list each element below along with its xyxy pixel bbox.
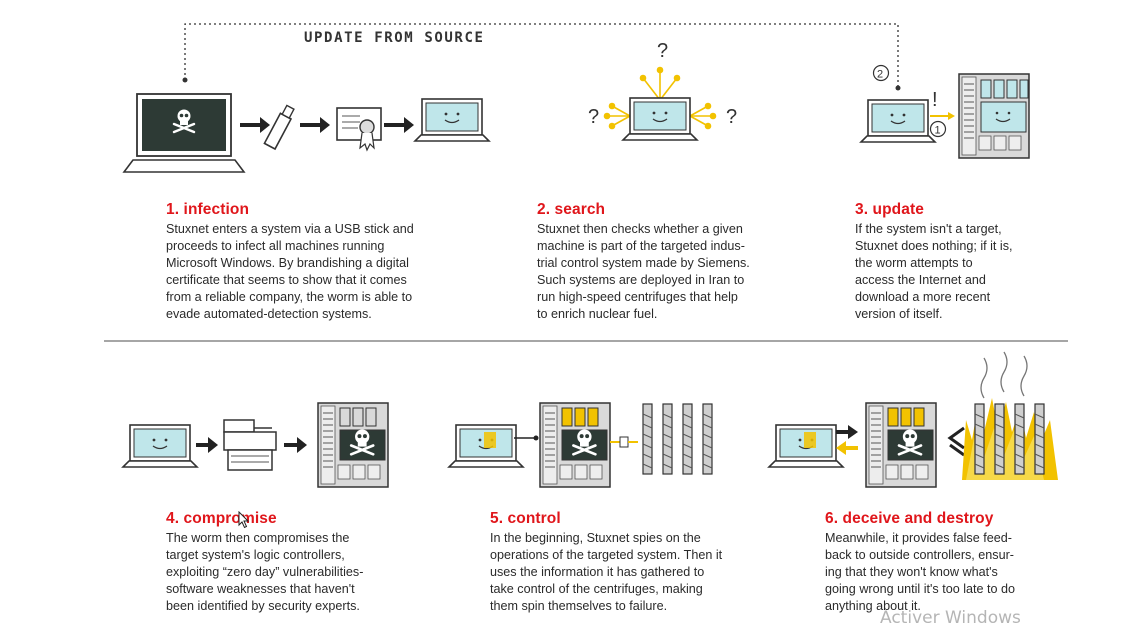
centrifuges-icon: [642, 403, 713, 475]
certificate-icon: [336, 107, 382, 152]
step-title: 2. search: [537, 201, 606, 218]
control-system-icon: [958, 73, 1030, 159]
step-description: Stuxnet then checks whether a given mach…: [537, 222, 750, 321]
search-radiating-arrows: [603, 66, 717, 130]
usb-stick-icon: [263, 104, 295, 151]
step-description: Stuxnet enters a system via a USB stick …: [166, 222, 414, 321]
step-infection: 1. infection Stuxnet enters a system via…: [166, 201, 486, 323]
step-description: The worm then compromises the target sys…: [166, 531, 364, 613]
step-update: 3. update If the system isn't a target, …: [855, 201, 1065, 323]
svg-text:1: 1: [935, 125, 941, 137]
searching-laptop-icon: [622, 97, 698, 141]
feedback-arrows: [836, 425, 858, 455]
number-two-badge: 2: [872, 64, 890, 82]
printer-icon: [223, 419, 277, 471]
target-laptop-icon: [414, 98, 490, 142]
mouse-pointer-icon: [238, 511, 250, 529]
step-description: Meanwhile, it provides false feed- back …: [825, 531, 1016, 613]
deceived-laptop-icon: [768, 424, 844, 468]
valve-connector: [610, 436, 638, 448]
sabotaged-plc-icon: [865, 402, 937, 488]
update-laptop-icon: [860, 99, 936, 143]
update-from-source-label: UPDATE FROM SOURCE: [304, 30, 485, 46]
burning-centrifuges-icon: [962, 351, 1058, 480]
compromised-controller-icon: [317, 402, 389, 488]
step-title: 4. compromise: [166, 510, 277, 527]
step-title: 5. control: [490, 510, 561, 527]
question-mark-top: ?: [657, 40, 668, 62]
query-arrow: [930, 112, 955, 120]
exclamation-mark: !: [932, 89, 938, 111]
step-title: 6. deceive and destroy: [825, 510, 994, 527]
question-mark-right: ?: [726, 106, 737, 128]
step-search: 2. search Stuxnet then checks whether a …: [537, 201, 787, 323]
exchange-arrows: [947, 426, 965, 457]
controlled-plc-icon: [539, 402, 611, 488]
compromise-laptop-icon: [122, 424, 198, 468]
activate-windows-watermark: Activer Windows: [880, 608, 1021, 628]
step-title: 1. infection: [166, 201, 250, 218]
monitor-laptop-icon: [448, 424, 524, 468]
step-description: In the beginning, Stuxnet spies on the o…: [490, 531, 723, 613]
infected-laptop-icon: [122, 93, 246, 173]
step-control: 5. control In the beginning, Stuxnet spi…: [490, 510, 780, 615]
update-connector: [182, 23, 901, 91]
step-deceive-and-destroy: 6. deceive and destroy Meanwhile, it pro…: [825, 510, 1065, 615]
step-description: If the system isn't a target, Stuxnet do…: [855, 222, 1013, 321]
step-title: 3. update: [855, 201, 924, 218]
question-mark-left: ?: [588, 106, 599, 128]
svg-text:2: 2: [877, 69, 883, 81]
number-one-badge: 1: [929, 120, 947, 138]
step-compromise: 4. compromise The worm then compromises …: [166, 510, 446, 615]
